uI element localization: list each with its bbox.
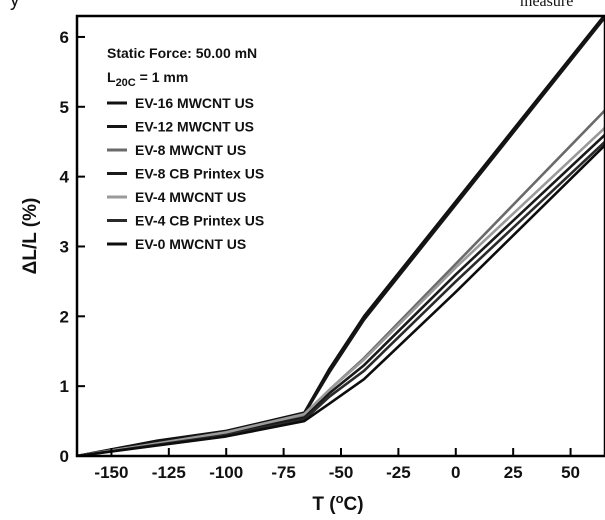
y-tick-label: 4 [60,168,70,187]
legend-label: EV-16 MWCNT US [135,95,254,111]
top-text-fragment-right: measure [520,0,573,10]
series-line-4 [77,133,605,456]
series-line-5 [77,126,605,456]
legend-label: EV-8 MWCNT US [135,142,246,158]
x-tick-label: -125 [152,463,186,482]
y-tick-label: 2 [60,307,69,326]
x-axis-title-main: T ( [312,494,336,515]
x-tick-label: 25 [504,463,523,482]
y-tick-label: 0 [60,447,69,466]
plot-area [77,16,605,456]
legend-label: EV-4 CB Printex US [135,213,264,229]
legend-label: EV-8 CB Printex US [135,166,264,182]
length-annotation-sub: 20C [116,77,136,89]
legend: EV-16 MWCNT US EV-12 MWCNT US EV-8 MWCNT U… [107,95,264,252]
legend-label: EV-0 MWCNT US [135,236,246,252]
length-annotation-main: L [107,69,116,85]
x-tick-label: 0 [451,463,460,482]
x-axis-title-degree: o [336,491,344,506]
top-text-fragment: y [10,0,20,11]
y-tick-label: 6 [60,28,69,47]
x-tick-label: -100 [209,463,243,482]
legend-label: EV-4 MWCNT US [135,189,246,205]
x-tick-label: -50 [329,463,354,482]
static-force-annotation: Static Force: 50.00 mN [107,45,257,61]
x-tick-label: -25 [386,463,411,482]
legend-label: EV-12 MWCNT US [135,119,254,135]
y-tick-label: 5 [60,98,69,117]
length-annotation-value: = 1 mm [136,69,189,85]
y-tick-label: 3 [60,237,69,256]
axis-ticks: -150 -125 -100 -75 -50 -25 0 25 50 0 1 2 3 4 5 6 [60,28,580,482]
x-tick-label: -150 [94,463,128,482]
x-axis-title-unit: C) [344,494,364,515]
series-line-3 [77,109,605,456]
x-axis-title: T (oC) [312,491,363,515]
y-axis-title: ΔL/L (%) [20,198,41,275]
x-tick-label: 50 [561,463,580,482]
y-tick-label: 1 [60,377,69,396]
length-annotation: L20C = 1 mm [107,69,188,89]
series-line-7 [77,143,605,456]
x-tick-label: -75 [271,463,296,482]
